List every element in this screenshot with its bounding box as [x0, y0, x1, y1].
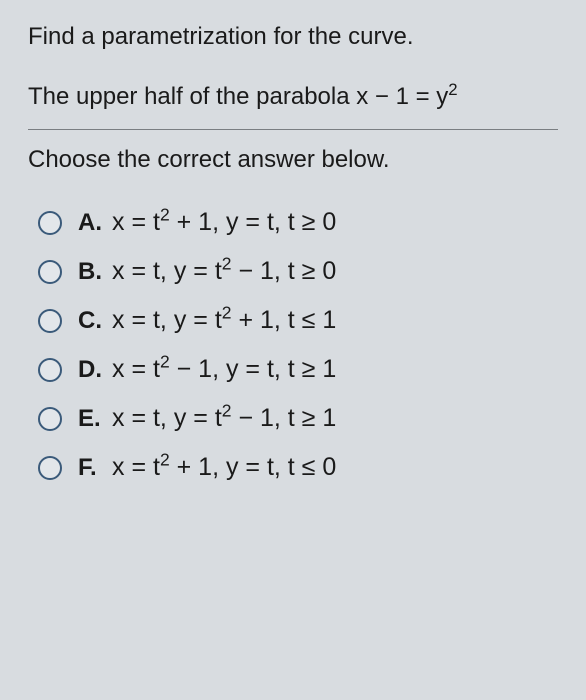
option-a-prefix: x = t [112, 208, 160, 236]
option-f-exp1: 2 [160, 450, 170, 470]
radio-a[interactable] [38, 211, 62, 235]
option-d-exp1: 2 [160, 352, 170, 372]
option-label-f: F. [78, 454, 112, 482]
radio-c[interactable] [38, 309, 62, 333]
option-a-mid: + 1, y = t, t ≥ 0 [170, 208, 337, 236]
option-e-exp1: 2 [222, 401, 232, 421]
option-b-prefix: x = t, y = t [112, 257, 222, 285]
question-block: Find a parametrization for the curve. Th… [28, 20, 558, 113]
option-text-b: x = t, y = t2 − 1, t ≥ 0 [112, 257, 336, 286]
instruction-text: Choose the correct answer below. [28, 146, 558, 174]
question-line2-exponent: 2 [448, 80, 457, 99]
option-b[interactable]: B. x = t, y = t2 − 1, t ≥ 0 [38, 257, 558, 286]
option-b-exp1: 2 [222, 254, 232, 274]
option-e[interactable]: E. x = t, y = t2 − 1, t ≥ 1 [38, 404, 558, 433]
option-text-d: x = t2 − 1, y = t, t ≥ 1 [112, 355, 336, 384]
option-label-b: B. [78, 258, 112, 286]
option-label-a: A. [78, 209, 112, 237]
option-e-prefix: x = t, y = t [112, 404, 222, 432]
option-c[interactable]: C. x = t, y = t2 + 1, t ≤ 1 [38, 306, 558, 335]
option-label-d: D. [78, 356, 112, 384]
divider [28, 129, 558, 130]
option-a[interactable]: A. x = t2 + 1, y = t, t ≥ 0 [38, 208, 558, 237]
option-text-f: x = t2 + 1, y = t, t ≤ 0 [112, 453, 336, 482]
option-f[interactable]: F. x = t2 + 1, y = t, t ≤ 0 [38, 453, 558, 482]
option-d[interactable]: D. x = t2 − 1, y = t, t ≥ 1 [38, 355, 558, 384]
option-label-c: C. [78, 307, 112, 335]
radio-e[interactable] [38, 407, 62, 431]
option-label-e: E. [78, 405, 112, 433]
option-d-mid: − 1, y = t, t ≥ 1 [170, 355, 337, 383]
option-b-mid: − 1, t ≥ 0 [232, 257, 337, 285]
option-a-exp1: 2 [160, 205, 170, 225]
option-c-exp1: 2 [222, 303, 232, 323]
option-e-mid: − 1, t ≥ 1 [232, 404, 337, 432]
option-d-prefix: x = t [112, 355, 160, 383]
option-text-c: x = t, y = t2 + 1, t ≤ 1 [112, 306, 336, 335]
option-f-prefix: x = t [112, 453, 160, 481]
option-f-mid: + 1, y = t, t ≤ 0 [170, 453, 337, 481]
radio-f[interactable] [38, 456, 62, 480]
option-text-e: x = t, y = t2 − 1, t ≥ 1 [112, 404, 336, 433]
question-line2-prefix: The upper half of the parabola x − 1 = y [28, 83, 448, 110]
radio-d[interactable] [38, 358, 62, 382]
option-c-prefix: x = t, y = t [112, 306, 222, 334]
options-group: A. x = t2 + 1, y = t, t ≥ 0 B. x = t, y … [28, 208, 558, 482]
question-line2: The upper half of the parabola x − 1 = y… [28, 80, 558, 114]
radio-b[interactable] [38, 260, 62, 284]
question-line1: Find a parametrization for the curve. [28, 20, 558, 54]
option-text-a: x = t2 + 1, y = t, t ≥ 0 [112, 208, 336, 237]
option-c-mid: + 1, t ≤ 1 [232, 306, 337, 334]
